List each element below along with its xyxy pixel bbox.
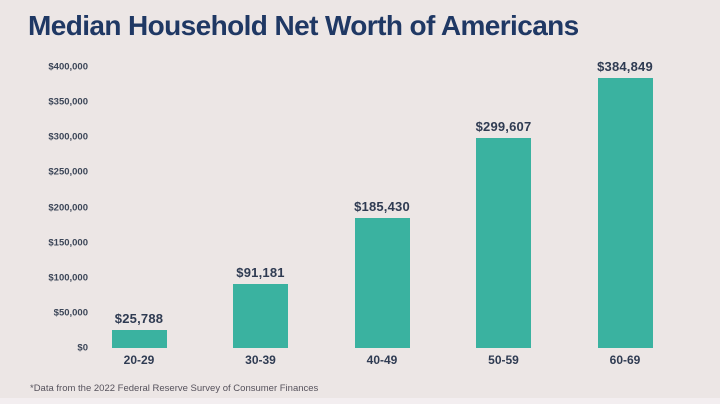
bottom-edge-strip bbox=[0, 398, 720, 404]
bar-value-label: $185,430 bbox=[354, 199, 410, 214]
y-axis-tick-label: $100,000 bbox=[48, 272, 88, 284]
y-axis-tick-label: $0 bbox=[77, 342, 88, 354]
x-axis-category-label: 40-49 bbox=[366, 353, 398, 367]
bar-20-29 bbox=[111, 330, 167, 348]
y-axis-tick-label: $400,000 bbox=[48, 61, 88, 73]
y-axis-tick-label: $50,000 bbox=[53, 307, 88, 319]
x-axis-category-label: 30-39 bbox=[245, 353, 276, 367]
x-axis-category-label: 20-29 bbox=[123, 353, 155, 367]
bar-value-label: $25,788 bbox=[114, 311, 164, 326]
bar-40-49 bbox=[354, 218, 410, 348]
y-axis-tick-label: $150,000 bbox=[48, 237, 88, 249]
y-axis-tick-label: $350,000 bbox=[48, 96, 88, 108]
chart-footnote: *Data from the 2022 Federal Reserve Surv… bbox=[30, 383, 319, 394]
chart-title: Median Household Net Worth of Americans bbox=[28, 10, 579, 41]
y-axis-tick-label: $250,000 bbox=[48, 166, 88, 178]
bar-30-39 bbox=[233, 284, 288, 348]
y-axis-tick-label: $200,000 bbox=[48, 202, 88, 213]
bar-value-label: $299,607 bbox=[475, 119, 532, 134]
bar-value-label: $384,849 bbox=[597, 59, 653, 74]
bar-50-59 bbox=[476, 138, 531, 348]
x-axis-category-label: 50-59 bbox=[488, 353, 519, 367]
x-axis-category-label: 60-69 bbox=[609, 353, 641, 367]
bar-60-69 bbox=[597, 78, 653, 348]
bar-value-label: $91,181 bbox=[236, 265, 285, 280]
y-axis-tick-label: $300,000 bbox=[48, 131, 88, 143]
